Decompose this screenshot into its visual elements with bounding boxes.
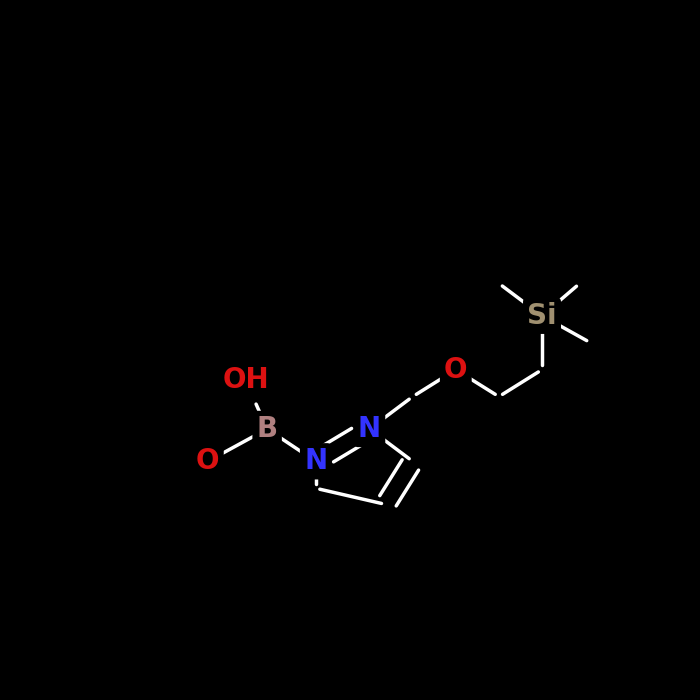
Text: O: O [444,356,468,384]
Text: B: B [257,415,278,443]
Text: Si: Si [527,302,556,330]
Text: O: O [196,447,220,475]
Text: OH: OH [222,367,269,395]
Text: N: N [358,415,381,443]
Text: N: N [304,447,327,475]
